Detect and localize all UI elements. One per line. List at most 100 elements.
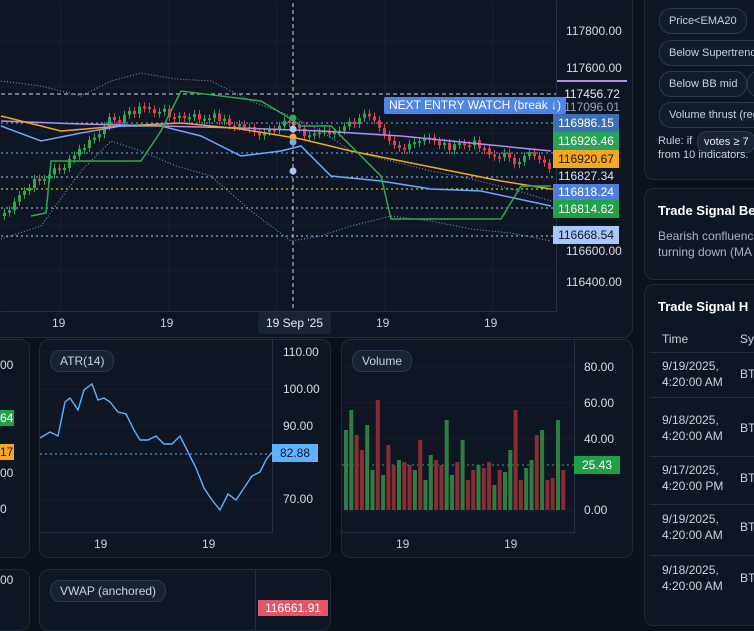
candle-body — [193, 114, 196, 118]
volume-bar — [354, 435, 359, 510]
history-row[interactable]: 9/17/2025, 4:20:00 PM BT — [650, 457, 754, 505]
candle-body — [68, 158, 71, 168]
candle-body — [28, 187, 31, 191]
candle-body — [128, 110, 131, 115]
candle-body — [418, 141, 421, 144]
volume-bar — [434, 460, 439, 510]
candle-body — [203, 118, 206, 121]
volume-bar — [428, 455, 433, 510]
chip-below-supertrend[interactable]: Below Supertrend — [659, 40, 754, 66]
price-badge-116920: 116920.67 — [553, 150, 619, 168]
candle-body — [58, 168, 61, 171]
history-time: 4:20:00 AM — [662, 579, 723, 593]
main-price-chart[interactable] — [0, 0, 632, 337]
candle-body — [218, 113, 221, 121]
ma-purple-line — [0, 120, 552, 152]
price-badge-116926: 116926.46 — [553, 132, 619, 150]
volume-time-label: 19 — [504, 537, 518, 551]
candle-body — [493, 154, 496, 157]
volume-bar — [402, 462, 407, 510]
candle-body — [163, 108, 166, 112]
candle-body — [353, 121, 356, 125]
atr-chart[interactable] — [40, 340, 330, 557]
volume-bar — [534, 435, 539, 510]
trade-signal-line1: Bearish confluence — [658, 229, 754, 243]
chip-volume-thrust[interactable]: Volume thrust (rec — [659, 102, 754, 128]
volume-bar — [503, 472, 507, 510]
volume-bar — [423, 480, 428, 510]
history-row[interactable]: 9/19/2025, 4:20:00 AM BT — [650, 505, 754, 556]
candle-body — [273, 129, 276, 132]
volume-bar — [481, 468, 486, 510]
crosshair-time-label: 19 Sep '25 — [258, 312, 332, 334]
candle-body — [303, 128, 306, 137]
history-row[interactable]: 9/18/2025, 4:20:00 AM BT — [650, 556, 754, 606]
chip-below-bb-mid[interactable]: Below BB mid — [659, 71, 748, 97]
volume-bar — [349, 410, 354, 510]
volume-bar — [444, 420, 449, 510]
atr-level-100: 100.00 — [283, 382, 320, 396]
candle-body — [113, 116, 116, 120]
candle-body — [3, 212, 6, 216]
candle-body — [483, 148, 486, 151]
price-badge-116986: 116986.15 — [553, 114, 619, 132]
candle-body — [423, 138, 426, 142]
candle-body — [8, 210, 11, 213]
left-scale-label: 00 — [0, 358, 14, 372]
candle-body — [278, 125, 281, 131]
volume-level-0: 0.00 — [584, 503, 608, 517]
price-badge-116814: 116814.62 — [553, 200, 619, 218]
volume-chart[interactable] — [342, 340, 632, 557]
atr-scale-divider — [272, 340, 273, 532]
volume-bar — [412, 470, 417, 510]
candle-body — [138, 106, 141, 114]
candle-body — [523, 156, 526, 162]
volume-bar — [381, 475, 386, 510]
volume-time-divider — [342, 532, 575, 533]
left-badge-green: 64 — [0, 410, 14, 426]
volume-bar — [492, 485, 497, 510]
atr-title: ATR(14) — [50, 350, 115, 372]
history-col-time[interactable]: Time — [662, 332, 689, 346]
candle-body — [533, 152, 536, 156]
candle-body — [368, 113, 371, 117]
volume-bar — [375, 400, 380, 510]
volume-bar — [465, 480, 470, 510]
candle-body — [88, 139, 91, 148]
crosshair-dot — [289, 125, 297, 133]
history-row[interactable]: 9/18/2025, 4:20:00 AM BT — [650, 398, 754, 457]
candle-body — [513, 157, 516, 165]
candle-body — [153, 109, 156, 114]
rule-prefix: Rule: if — [658, 135, 693, 147]
history-row[interactable]: 9/19/2025, 4:20:00 AM BT — [650, 353, 754, 398]
volume-bar — [556, 420, 560, 510]
candle-body — [348, 121, 351, 127]
candle-body — [403, 147, 406, 150]
vwap-value: 116661.91 — [258, 600, 328, 616]
volume-bar — [370, 470, 375, 510]
purple-level-line — [557, 80, 627, 82]
candle-body — [263, 131, 266, 136]
history-symbol: BT — [740, 520, 754, 534]
volume-time-label: 19 — [396, 537, 410, 551]
volume-bar — [439, 465, 444, 510]
candle-body — [98, 134, 101, 138]
chip-price-below-ema20[interactable]: Price<EMA20 — [659, 8, 747, 34]
volume-bar — [561, 470, 566, 510]
candle-body — [408, 143, 411, 150]
history-time: 4:20:00 AM — [662, 375, 723, 389]
trade-signal-title: Trade Signal Be — [658, 203, 754, 218]
history-col-symbol[interactable]: Sy — [740, 332, 754, 346]
ema-orange-line — [0, 115, 552, 190]
rule-votes-chip: votes ≥ 7 — [697, 131, 754, 153]
candle-body — [358, 117, 361, 125]
volume-bar — [391, 465, 396, 510]
price-badge-116818: 116818.24 — [553, 184, 619, 200]
candle-body — [548, 162, 551, 169]
candle-body — [38, 178, 41, 181]
price-label-117600: 117600.00 — [566, 61, 622, 75]
price-badge-current: 117456.72 — [557, 85, 627, 103]
candle-body — [253, 127, 256, 133]
candle-body — [228, 118, 231, 126]
volume-bar — [386, 445, 391, 510]
